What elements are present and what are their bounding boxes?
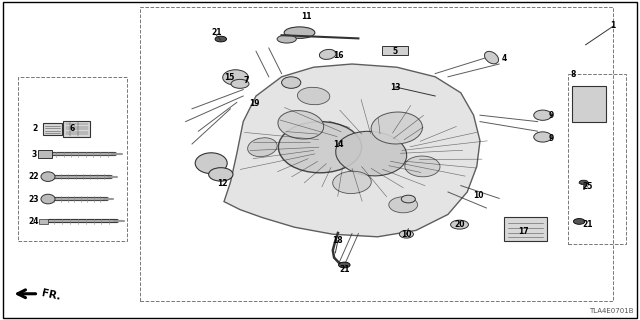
- Text: 17: 17: [518, 227, 529, 236]
- Text: 20: 20: [454, 220, 465, 229]
- Ellipse shape: [284, 27, 315, 38]
- Ellipse shape: [278, 111, 324, 139]
- Text: 21: 21: [339, 265, 349, 274]
- Ellipse shape: [389, 197, 417, 213]
- Ellipse shape: [333, 171, 371, 194]
- Circle shape: [215, 36, 227, 42]
- Circle shape: [579, 180, 588, 185]
- Ellipse shape: [195, 153, 227, 173]
- Ellipse shape: [41, 172, 55, 181]
- Text: 1: 1: [611, 21, 616, 30]
- Ellipse shape: [451, 220, 468, 229]
- FancyBboxPatch shape: [572, 86, 606, 122]
- Ellipse shape: [401, 195, 415, 203]
- Ellipse shape: [277, 35, 296, 43]
- Text: 24: 24: [29, 217, 39, 226]
- Ellipse shape: [371, 112, 422, 144]
- Ellipse shape: [231, 79, 249, 88]
- Polygon shape: [224, 64, 480, 237]
- FancyBboxPatch shape: [382, 46, 408, 55]
- Text: 6: 6: [69, 124, 74, 133]
- Text: 22: 22: [29, 172, 39, 181]
- Text: 9: 9: [549, 111, 554, 120]
- Text: 21: 21: [211, 28, 221, 37]
- Text: 19: 19: [250, 99, 260, 108]
- Ellipse shape: [399, 230, 413, 238]
- FancyBboxPatch shape: [63, 121, 90, 137]
- Text: 4: 4: [502, 54, 507, 63]
- Text: 9: 9: [549, 134, 554, 143]
- Text: 23: 23: [29, 195, 39, 204]
- Ellipse shape: [404, 156, 440, 177]
- Text: 21: 21: [582, 220, 593, 229]
- Ellipse shape: [335, 131, 407, 176]
- Text: 15: 15: [224, 73, 234, 82]
- Ellipse shape: [248, 138, 277, 157]
- Text: 7: 7: [244, 76, 249, 85]
- Text: TLA4E0701B: TLA4E0701B: [589, 308, 634, 314]
- Ellipse shape: [41, 194, 55, 204]
- Text: 2: 2: [33, 124, 38, 133]
- Ellipse shape: [534, 110, 552, 120]
- Ellipse shape: [282, 77, 301, 88]
- Circle shape: [339, 262, 350, 268]
- Text: 8: 8: [570, 70, 575, 79]
- Text: FR.: FR.: [41, 288, 62, 302]
- Text: 16: 16: [333, 51, 343, 60]
- Text: 14: 14: [333, 140, 343, 149]
- Ellipse shape: [278, 122, 362, 173]
- Ellipse shape: [209, 168, 233, 181]
- Text: 3: 3: [31, 150, 36, 159]
- Text: 10: 10: [401, 230, 412, 239]
- Ellipse shape: [319, 49, 336, 60]
- FancyBboxPatch shape: [38, 150, 52, 158]
- Text: 25: 25: [582, 182, 593, 191]
- Text: 11: 11: [301, 12, 311, 21]
- Ellipse shape: [223, 70, 248, 85]
- Text: 5: 5: [393, 47, 398, 56]
- Text: 10: 10: [474, 191, 484, 200]
- Ellipse shape: [534, 132, 552, 142]
- FancyBboxPatch shape: [39, 219, 48, 224]
- Text: 13: 13: [390, 83, 401, 92]
- FancyBboxPatch shape: [43, 123, 62, 135]
- Circle shape: [573, 219, 585, 224]
- Text: 12: 12: [218, 179, 228, 188]
- Ellipse shape: [298, 87, 330, 105]
- FancyBboxPatch shape: [504, 217, 547, 241]
- Ellipse shape: [484, 52, 499, 64]
- Text: 18: 18: [333, 236, 343, 245]
